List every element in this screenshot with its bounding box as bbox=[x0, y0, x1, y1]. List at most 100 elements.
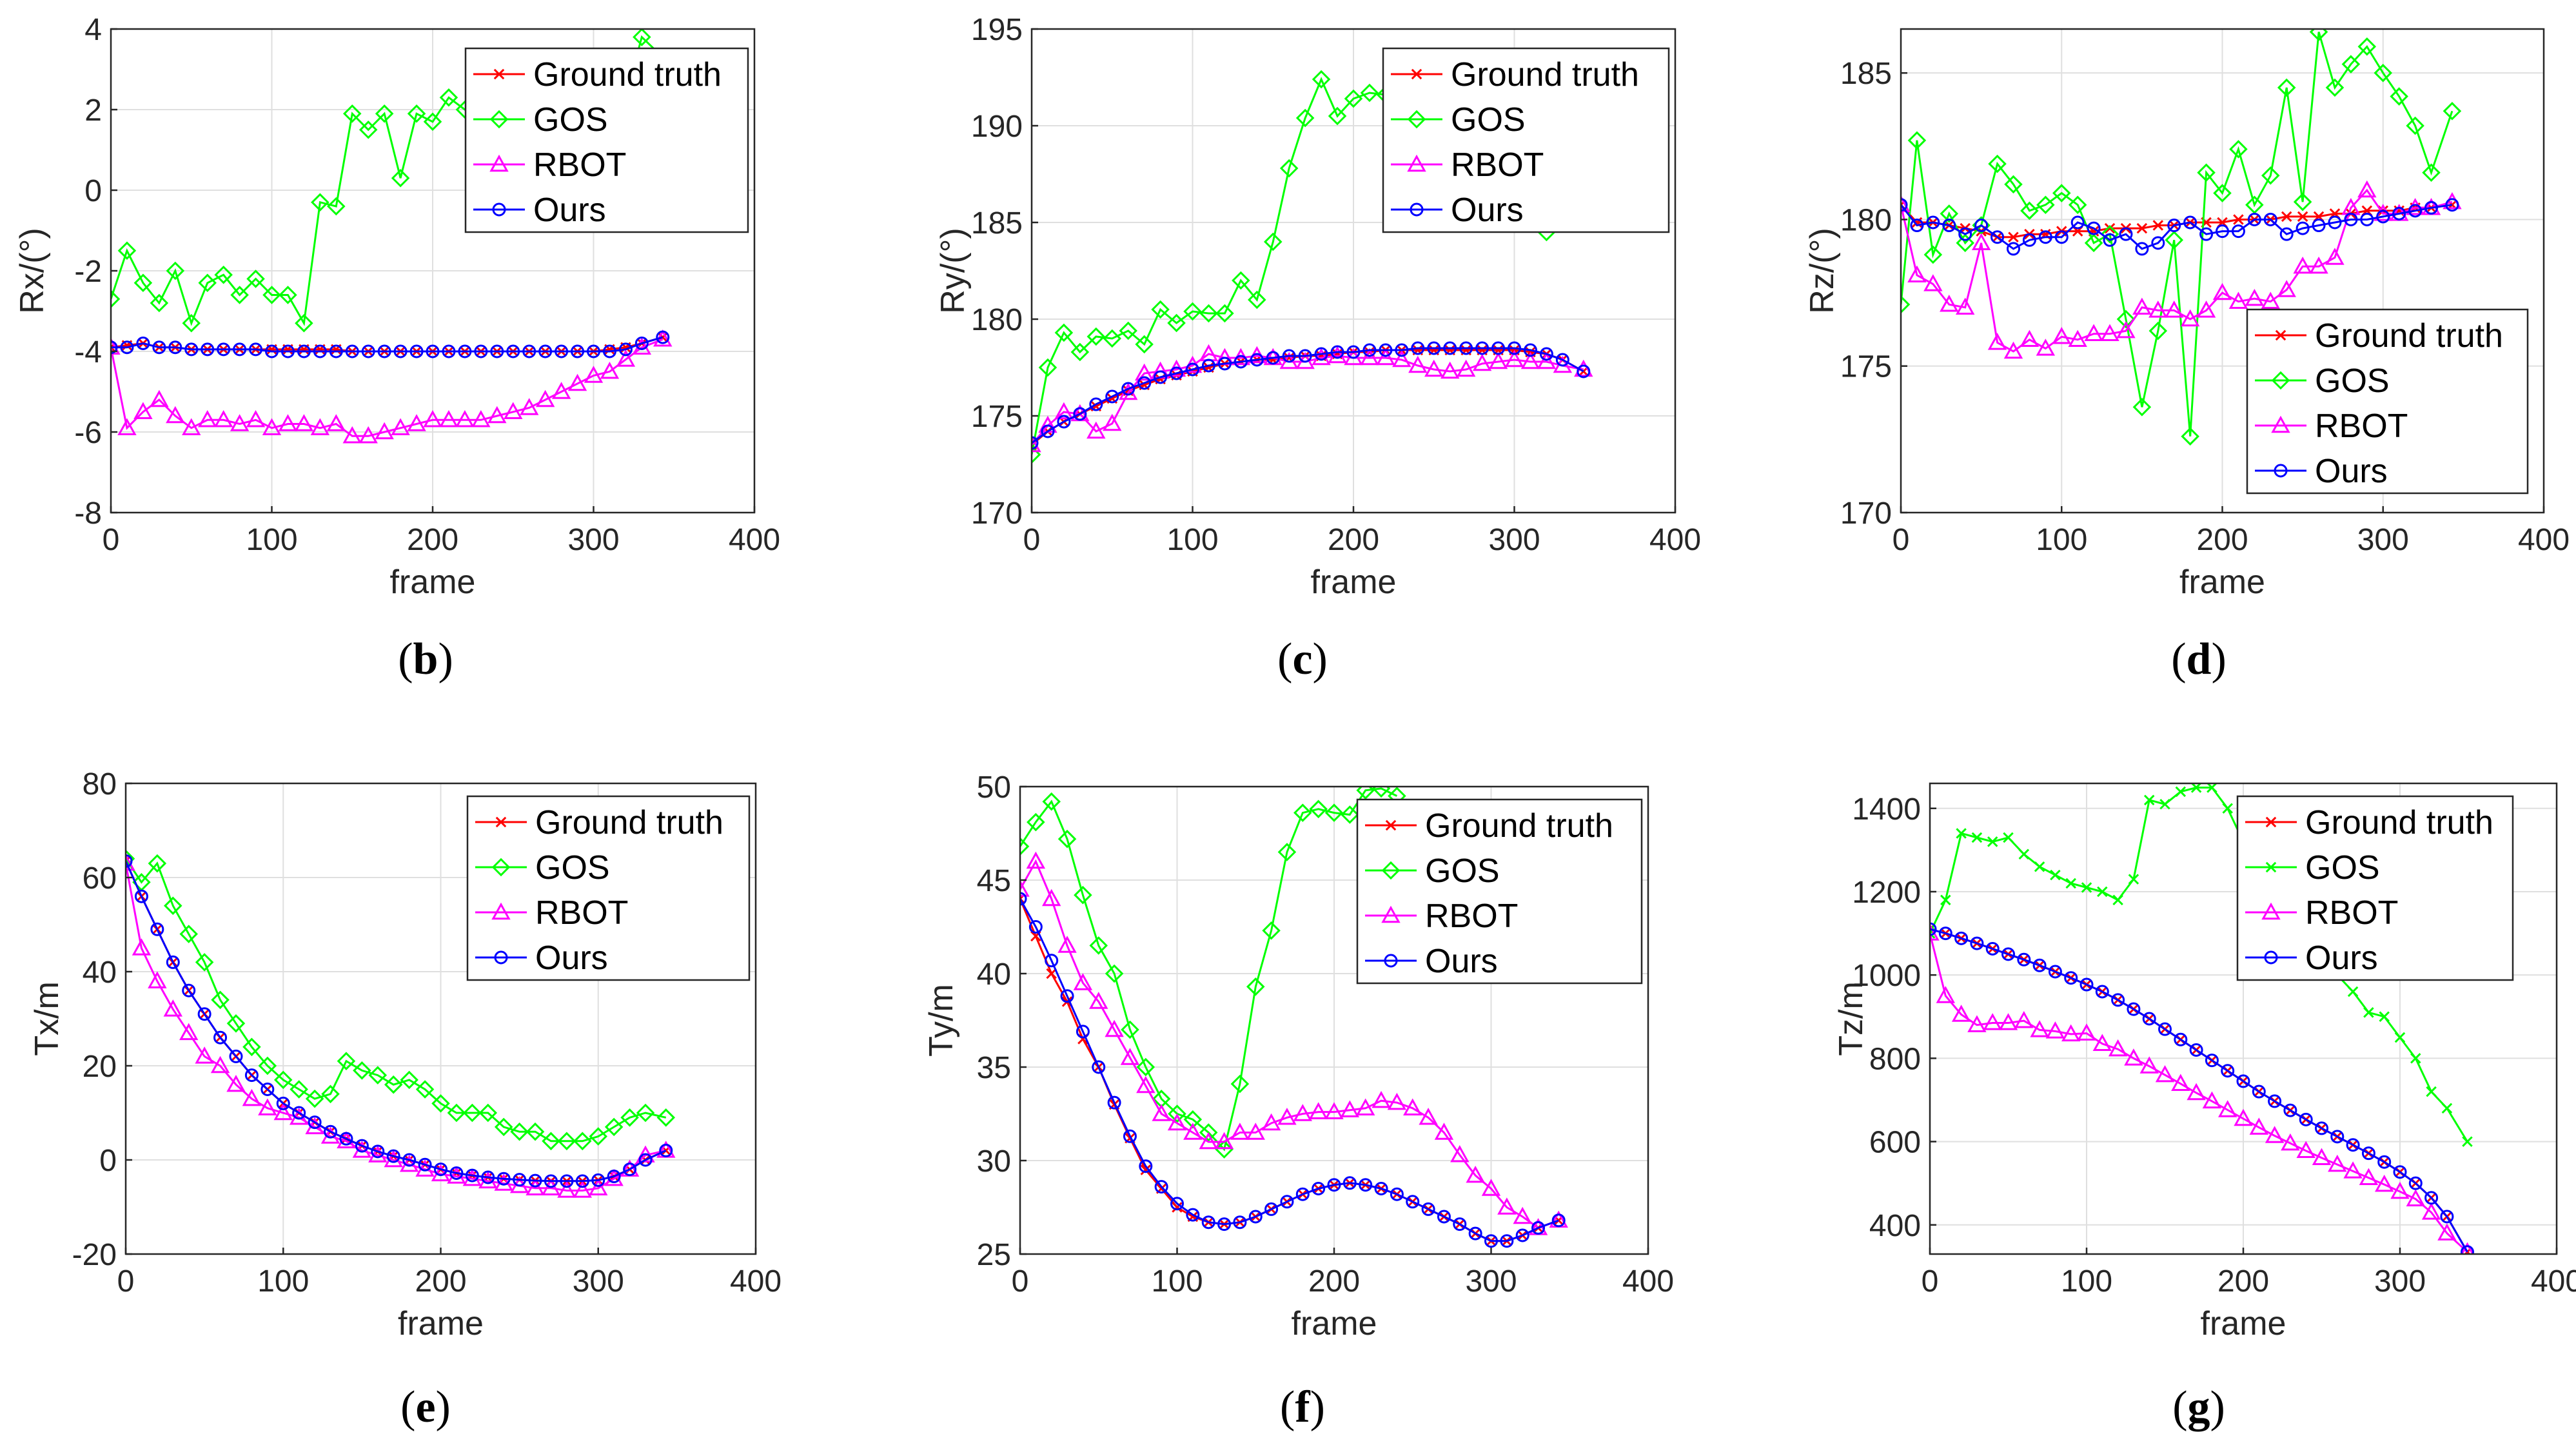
data-point bbox=[329, 344, 343, 358]
legend-label: Ground truth bbox=[2315, 317, 2503, 355]
y-tick-label: 800 bbox=[1869, 1042, 1921, 1076]
series-group bbox=[1020, 787, 1568, 1248]
x-tick-label: 0 bbox=[1023, 523, 1041, 557]
data-point bbox=[1170, 366, 1184, 380]
data-point bbox=[591, 1173, 605, 1187]
y-tick-label: 1200 bbox=[1852, 876, 1921, 910]
data-point bbox=[195, 953, 214, 972]
data-point bbox=[1073, 973, 1093, 990]
data-point bbox=[2034, 861, 2045, 872]
data-point bbox=[2054, 230, 2069, 244]
data-point bbox=[2030, 1020, 2049, 1037]
legend-label: Ground truth bbox=[1425, 807, 1613, 845]
data-point bbox=[117, 241, 137, 260]
x-tick-label: 100 bbox=[246, 523, 297, 557]
data-point bbox=[2460, 1245, 2474, 1254]
data-point bbox=[2167, 219, 2181, 233]
data-point bbox=[2268, 1094, 2282, 1108]
data-point bbox=[1070, 342, 1090, 362]
data-point bbox=[439, 410, 458, 427]
data-point bbox=[1923, 274, 1943, 291]
data-point bbox=[258, 1056, 277, 1075]
data-point bbox=[1250, 353, 1264, 367]
data-point bbox=[1140, 1164, 1152, 1175]
data-point bbox=[1324, 803, 1344, 822]
data-point bbox=[638, 1153, 653, 1167]
data-point bbox=[1136, 1057, 1155, 1077]
data-point bbox=[2394, 1032, 2406, 1043]
data-point bbox=[2213, 184, 2232, 202]
x-tick-label: 400 bbox=[729, 523, 780, 557]
y-axis-label: Ty/m bbox=[923, 984, 960, 1057]
chart-ry: 0 100 200 300 400 170 175 180 185 190 195 frame Ry/(… bbox=[934, 13, 1701, 684]
data-point bbox=[265, 344, 279, 358]
legend-label: Ours bbox=[1425, 943, 1498, 980]
series-group bbox=[1930, 783, 2474, 1254]
data-point bbox=[1199, 1132, 1218, 1150]
data-point bbox=[1930, 922, 1937, 936]
data-point bbox=[1330, 345, 1344, 359]
y-tick-label: 180 bbox=[1840, 203, 1892, 237]
data-point bbox=[2135, 242, 2149, 256]
y-tick-label: 170 bbox=[971, 496, 1023, 531]
data-point bbox=[211, 990, 230, 1010]
data-point bbox=[1183, 1123, 1203, 1140]
data-point bbox=[633, 29, 651, 46]
data-point bbox=[1359, 1178, 1373, 1192]
data-point bbox=[575, 1174, 589, 1188]
data-point bbox=[1923, 245, 1943, 264]
data-point bbox=[368, 1066, 388, 1084]
legend-marker bbox=[494, 950, 508, 965]
data-point bbox=[2325, 78, 2345, 97]
legend-marker bbox=[1384, 954, 1398, 968]
data-point bbox=[1121, 382, 1136, 396]
data-point bbox=[2104, 222, 2116, 234]
data-point bbox=[2377, 1155, 2392, 1169]
data-point bbox=[2293, 256, 2312, 274]
legend-label: RBOT bbox=[1451, 146, 1544, 184]
legend-label: GOS bbox=[2315, 362, 2390, 400]
y-tick-label: 185 bbox=[1840, 57, 1892, 91]
legend-label: RBOT bbox=[2305, 894, 2398, 932]
data-point bbox=[2020, 329, 2040, 348]
data-point bbox=[1513, 1206, 1532, 1224]
chart-rz: 0 100 200 300 400 170 175 180 185 frame Rz/(°) Grou… bbox=[1804, 28, 2570, 684]
data-point bbox=[310, 418, 330, 435]
data-point bbox=[2357, 37, 2377, 56]
data-point bbox=[2277, 78, 2296, 97]
legend-label: GOS bbox=[2305, 849, 2380, 887]
data-point bbox=[2175, 786, 2187, 798]
data-point bbox=[1119, 321, 1137, 340]
data-point bbox=[2032, 958, 2047, 972]
data-point bbox=[463, 1103, 482, 1123]
y-tick-label: -2 bbox=[74, 255, 102, 289]
data-point bbox=[1214, 1132, 1234, 1150]
data-point bbox=[616, 349, 636, 367]
data-point bbox=[230, 286, 249, 304]
data-point bbox=[481, 1170, 495, 1184]
data-point bbox=[2006, 242, 2020, 256]
data-point bbox=[1341, 805, 1359, 824]
data-point bbox=[1938, 927, 1952, 941]
data-point bbox=[1279, 159, 1299, 178]
y-tick-label: 25 bbox=[977, 1238, 1011, 1272]
data-point bbox=[1504, 349, 1524, 368]
data-point bbox=[1967, 1015, 1987, 1032]
data-point bbox=[2158, 1022, 2172, 1036]
data-point bbox=[604, 1117, 624, 1137]
chart-rx: 0 100 200 300 400 -8 -6 -4 -2 0 2 4 frame Rx/(°) Groun… bbox=[14, 13, 780, 684]
data-point bbox=[1940, 204, 1959, 223]
x-tick-label: 300 bbox=[1465, 1264, 1517, 1299]
legend-marker bbox=[2265, 816, 2277, 828]
data-point bbox=[313, 344, 327, 358]
legend-marker bbox=[493, 68, 505, 80]
data-point bbox=[1328, 106, 1347, 126]
data-point bbox=[2245, 288, 2265, 306]
data-point bbox=[375, 104, 394, 123]
data-point bbox=[1277, 843, 1297, 861]
data-point bbox=[1488, 351, 1508, 369]
legend: Ground truth GOS RBOT Ours bbox=[464, 47, 749, 233]
x-axis-label: frame bbox=[2179, 564, 2265, 601]
data-point bbox=[2065, 878, 2076, 889]
data-point bbox=[201, 342, 215, 357]
